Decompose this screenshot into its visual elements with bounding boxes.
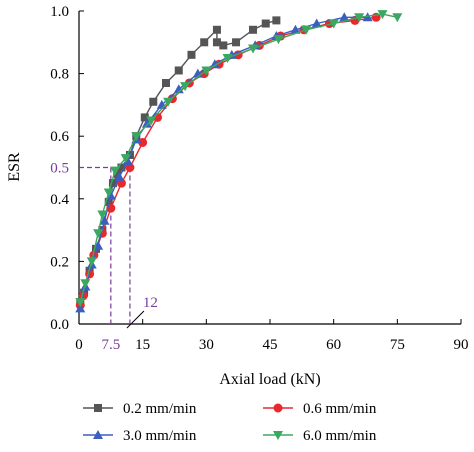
- data-point: [146, 116, 157, 126]
- x-axis-label: Axial load (kN): [219, 371, 320, 388]
- data-point: [116, 178, 126, 188]
- data-point: [162, 78, 171, 87]
- data-point: [149, 97, 158, 106]
- data-point: [173, 84, 184, 94]
- data-point: [174, 66, 183, 75]
- data-point: [187, 50, 196, 59]
- legend-item: 3.0 mm/min: [83, 428, 197, 444]
- x-tick-label: 30: [199, 337, 214, 353]
- series-group: [75, 12, 373, 313]
- data-point: [377, 10, 388, 20]
- data-point: [86, 257, 97, 267]
- data-point: [219, 41, 228, 50]
- data-point: [117, 163, 126, 172]
- data-point: [232, 38, 241, 47]
- y-tick-label: 0.0: [50, 317, 69, 333]
- series-group: [75, 10, 403, 308]
- data-point: [75, 303, 86, 313]
- series-group: [76, 16, 281, 307]
- x-tick-label: 45: [263, 337, 278, 353]
- data-point: [273, 35, 284, 45]
- data-point: [272, 16, 281, 25]
- data-point: [80, 279, 91, 289]
- legend-marker: [273, 431, 283, 440]
- data-point: [131, 132, 142, 142]
- data-point: [212, 25, 221, 34]
- legend-label: 6.0 mm/min: [303, 428, 377, 444]
- data-point: [339, 12, 350, 22]
- axis-ticks: 0 15 30 45 60 75 90 0.0 0.2 0.4 0.6 0.8 1.0: [50, 4, 468, 353]
- data-point: [105, 190, 116, 200]
- series-line: [79, 16, 368, 309]
- plot-area: [78, 11, 461, 325]
- legend-marker: [273, 403, 283, 413]
- data-point: [328, 19, 339, 29]
- legend: 0.2 mm/min 0.6 mm/min 3.0 mm/min 6.0 mm/min: [83, 401, 377, 444]
- series-layer: [75, 10, 403, 313]
- esr-guide-label: 0.5: [50, 161, 69, 177]
- x-tick-label: 0: [75, 337, 83, 353]
- y-tick-label: 0.4: [50, 192, 69, 208]
- data-point: [163, 97, 174, 107]
- data-point: [97, 210, 108, 220]
- data-point: [248, 44, 259, 54]
- data-point: [200, 38, 209, 47]
- data-point: [249, 25, 258, 34]
- x-tick-label: 90: [454, 337, 469, 353]
- data-point: [311, 18, 322, 28]
- data-point: [125, 163, 135, 172]
- data-point: [138, 137, 148, 147]
- data-point: [201, 66, 212, 76]
- data-point: [75, 298, 86, 308]
- legend-label: 0.6 mm/min: [303, 401, 377, 417]
- data-point: [114, 171, 125, 181]
- y-tick-label: 0.2: [50, 254, 69, 270]
- legend-marker: [94, 404, 102, 412]
- load-guide-label-b: 12: [143, 295, 158, 311]
- data-point: [122, 156, 133, 166]
- data-point: [212, 38, 221, 47]
- data-point: [141, 118, 152, 128]
- data-point: [120, 154, 131, 164]
- data-point: [222, 53, 233, 63]
- data-point: [110, 166, 121, 176]
- series-line: [79, 19, 277, 303]
- legend-item: 0.6 mm/min: [263, 401, 377, 417]
- y-tick-label: 0.6: [50, 129, 69, 145]
- data-point: [93, 229, 104, 239]
- legend-marker: [93, 430, 103, 439]
- legend-item: 6.0 mm/min: [263, 428, 377, 444]
- data-point: [113, 169, 122, 178]
- data-point: [99, 215, 110, 225]
- legend-label: 0.2 mm/min: [123, 401, 197, 417]
- data-point: [93, 240, 104, 250]
- data-point: [108, 179, 117, 188]
- load-b-pointer: [126, 310, 145, 329]
- data-point: [103, 188, 114, 198]
- y-tick-label: 1.0: [50, 4, 69, 20]
- x-tick-label: 75: [390, 337, 405, 353]
- data-point: [290, 24, 301, 34]
- data-point: [180, 82, 191, 92]
- legend-label: 3.0 mm/min: [123, 428, 197, 444]
- y-axis-label: ESR: [6, 152, 23, 182]
- legend-item: 0.2 mm/min: [83, 401, 197, 417]
- data-point: [354, 13, 365, 23]
- x-tick-label: 15: [135, 337, 150, 353]
- data-point: [209, 59, 220, 69]
- data-point: [301, 25, 312, 35]
- data-point: [392, 13, 403, 23]
- y-tick-label: 0.8: [50, 67, 69, 83]
- x-tick-label: 60: [326, 337, 341, 353]
- data-point: [140, 113, 149, 122]
- data-point: [261, 19, 270, 28]
- load-guide-label-a: 7.5: [101, 337, 120, 353]
